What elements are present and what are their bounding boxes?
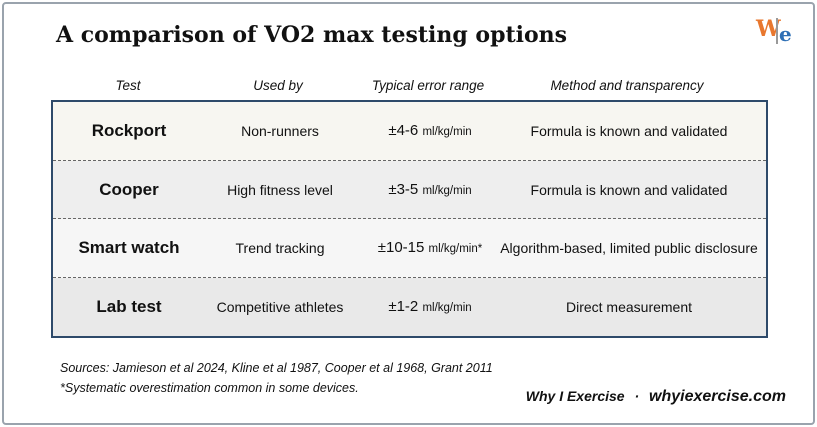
used-by: Trend tracking [235,240,325,256]
error-range: ±4-6 ml/kg/min [355,102,505,160]
brand-name: Why I Exercise [525,388,625,404]
brand: Why I Exercise · whyiexercise.com [526,388,786,406]
table-row: Rockport Non-runners ±4-6 ml/kg/min Formula… [53,102,766,161]
range-value: ±1-2 [388,297,419,315]
note: *Systematic overestimation common in som… [60,381,359,395]
column-header: Typical error range [371,78,485,93]
separator: · [634,388,640,404]
url: whyiexercise.com [649,388,786,405]
table-row: Smart watch Trend tracking ±10-15 ml/kg/mi… [53,219,766,278]
test-name: Rockport [91,121,167,140]
table-row: Cooper High fitness level ±3-5 ml/kg/min Fo… [53,160,766,219]
test-name: Lab test [96,296,162,316]
used-by: Competitive athletes [216,298,344,315]
range-unit: ml/kg/min [422,301,472,314]
error-range: ±1-2 ml/kg/min [355,278,505,336]
table: Rockport Non-runners ±4-6 ml/kg/min Formula… [51,100,768,338]
range-value: ±10-15 [377,239,425,256]
table-row: Lab test Competitive athletes ±1-2 ml/kg/m… [53,277,766,336]
range-unit: ml/kg/min [422,126,472,138]
logo-letter: e [779,22,792,46]
method: Direct measurement [565,298,693,315]
error-range: ±10-15 ml/kg/min* [355,219,505,277]
logo-bar [776,18,778,44]
column-header: Method and transparency [550,78,704,93]
logo: W e [752,14,796,48]
used-by: Non-runners [241,123,319,139]
range-unit: ml/kg/min [422,184,472,197]
test-name: Cooper [99,179,159,199]
method: Formula is known and validated [530,123,728,139]
column-header: Used by [253,78,303,93]
used-by: High fitness level [227,181,333,198]
column-header: Test [115,78,141,93]
range-value: ±3-5 [388,180,419,198]
method: Algorithm-based, limited public disclosu… [500,240,758,256]
range-value: ±4-6 [388,122,419,139]
test-name: Smart watch [78,238,180,257]
method: Formula is known and validated [530,181,728,198]
range-unit: ml/kg/min* [428,243,483,255]
error-range: ±3-5 ml/kg/min [355,161,505,219]
sources: Sources: Jamieson et al 2024, Kline et a… [60,361,493,375]
title: A comparison of VO2 max testing options [56,22,568,48]
